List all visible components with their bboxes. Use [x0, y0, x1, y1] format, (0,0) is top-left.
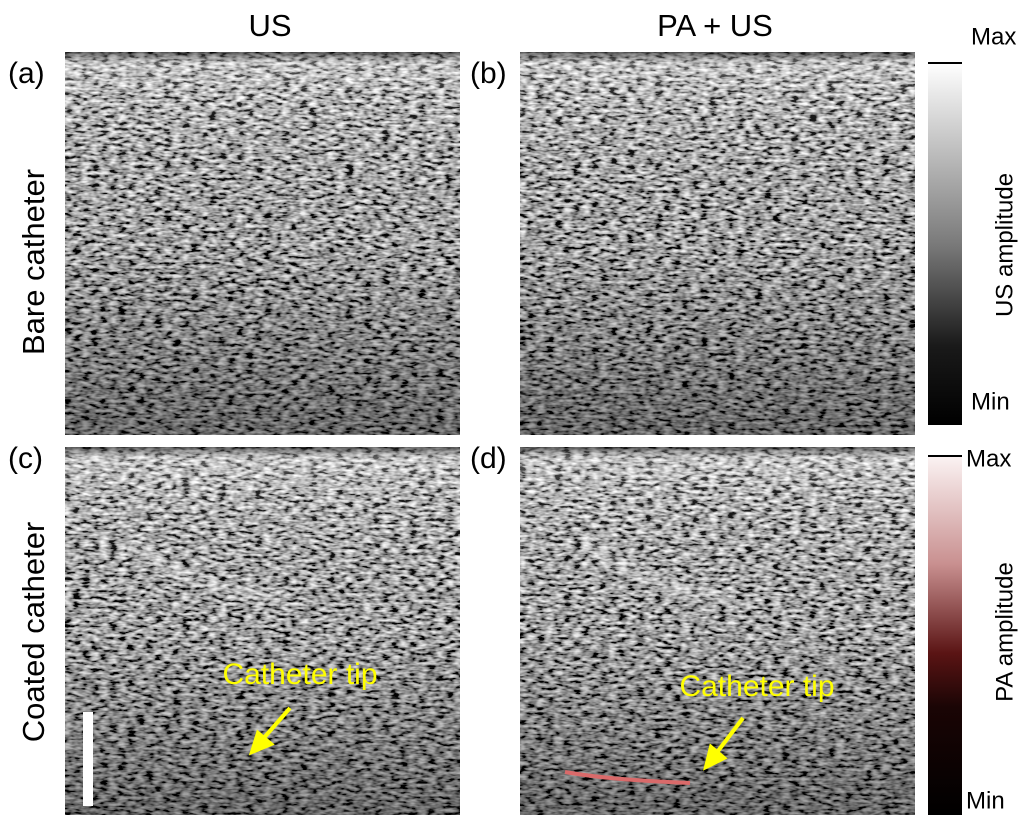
colorbar — [928, 456, 962, 815]
colorbar — [928, 63, 962, 425]
panel-a — [65, 52, 460, 435]
colorbar-title: PA amplitude — [991, 562, 1018, 702]
colorbar-max: Max — [971, 23, 1016, 50]
scale-bar — [83, 712, 93, 806]
panel-label: (a) — [8, 57, 45, 90]
row-title: Bare catheter — [16, 169, 51, 355]
image-shading — [65, 52, 460, 435]
image-shading — [520, 52, 915, 435]
column-title: PA + US — [657, 8, 773, 43]
figure: US PA + US Bare catheter Coated catheter… — [0, 0, 1031, 825]
image-shading — [65, 447, 460, 815]
annotation: Catheter tip — [222, 658, 377, 691]
colorbar-min: Min — [966, 787, 1005, 814]
colorbar-max: Max — [966, 445, 1011, 472]
panel-label: (b) — [470, 57, 507, 90]
colorbar-us: Max Min US amplitude — [928, 23, 1018, 425]
colorbar-pa: Max Min PA amplitude — [928, 445, 1018, 815]
column-title: US — [248, 8, 291, 43]
panel-b — [520, 52, 915, 435]
panel-c — [65, 447, 460, 815]
panel-label: (c) — [8, 442, 43, 475]
annotation: Catheter tip — [679, 670, 834, 703]
row-title: Coated catheter — [16, 522, 51, 743]
colorbar-title: US amplitude — [991, 173, 1018, 317]
colorbar-min: Min — [971, 388, 1010, 415]
panel-label: (d) — [470, 442, 507, 475]
